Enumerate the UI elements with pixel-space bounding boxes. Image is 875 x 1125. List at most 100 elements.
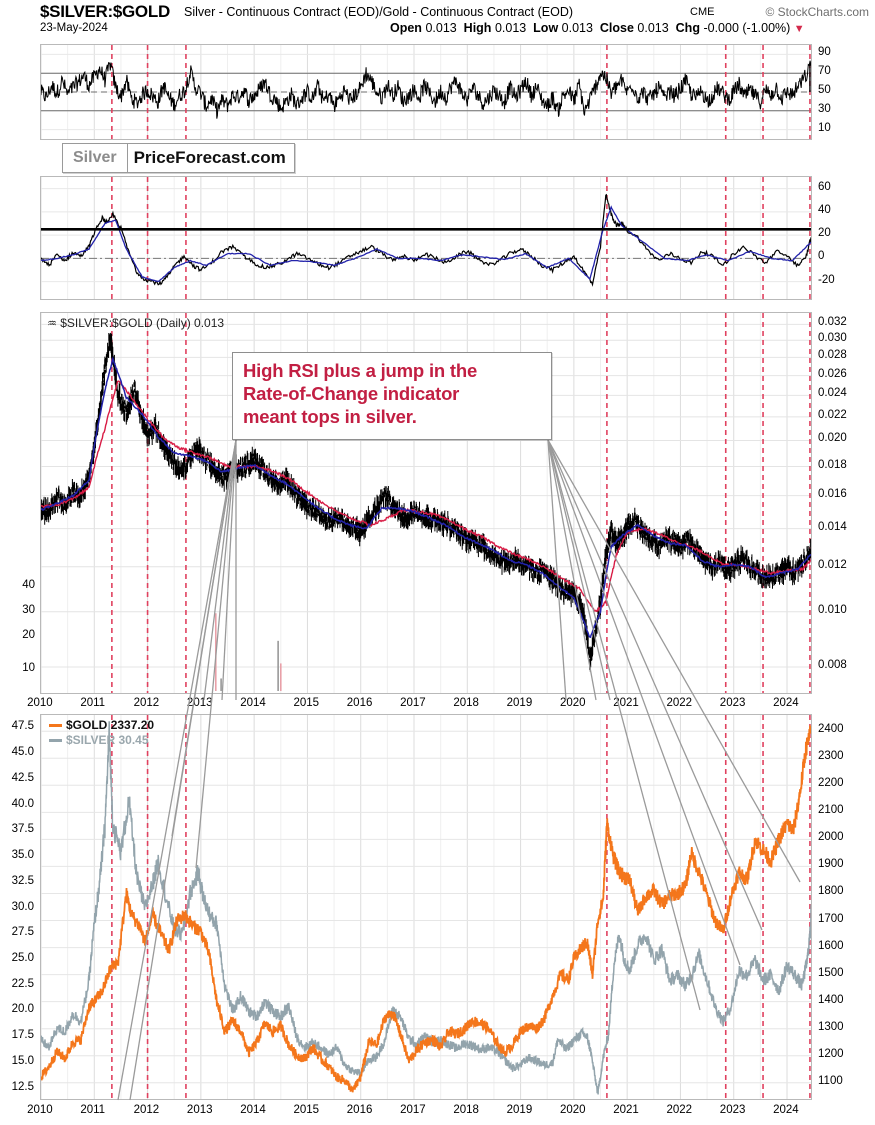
x-axis-year-label: 2011 (80, 697, 106, 709)
rsi-panel (40, 44, 812, 140)
silver-tick-label: 32.5 (11, 874, 34, 887)
axis-tick-label: 30 (818, 102, 831, 115)
close-label: Close (599, 21, 634, 35)
axis-tick-label: -20 (818, 273, 835, 286)
exchange-label: CME (690, 6, 715, 18)
axis-tick-label: 70 (818, 65, 831, 78)
legend-item-silver: $SILVER 30.45 (49, 734, 154, 747)
annotation-line-1: High RSI plus a jump in the (243, 360, 478, 381)
x-axis-year-label: 2010 (27, 697, 53, 709)
symbol-description: Silver - Continuous Contract (EOD)/Gold … (184, 5, 574, 19)
silver-tick-label: 22.5 (11, 977, 34, 990)
silver-tick-label: 47.5 (11, 720, 34, 733)
axis-tick-label: 1400 (818, 993, 844, 1006)
silver-tick-label: 35.0 (11, 849, 34, 862)
high-value: 0.013 (494, 21, 527, 35)
x-axis-year-label: 2012 (133, 1104, 160, 1116)
axis-tick-label: 0.016 (818, 487, 847, 500)
axis-tick-label: 0.028 (818, 349, 847, 362)
silver-line-swatch (49, 739, 62, 743)
low-value: 0.013 (561, 21, 593, 35)
x-axis-year-label: 2020 (559, 697, 586, 709)
axis-tick-label: 0 (818, 250, 825, 263)
open-value: 0.013 (425, 21, 457, 35)
axis-tick-label: 1600 (818, 939, 844, 952)
axis-tick-label: 2400 (818, 723, 844, 736)
axis-tick-label: 0.014 (818, 520, 847, 533)
silver-tick-label: 45.0 (11, 746, 34, 759)
silver-tick-label: 15.0 (11, 1054, 34, 1067)
gold-silver-price-panel: $GOLD 2337.20 $SILVER 30.45 (40, 714, 812, 1100)
volume-tick-label: 30 (22, 604, 35, 616)
chg-value: -0.000 (-1.00%) (703, 21, 791, 35)
annotation-line-3: meant tops in silver. (243, 406, 417, 427)
legend-item-gold: $GOLD 2337.20 (49, 719, 154, 732)
annotation-callout-box: High RSI plus a jump in the Rate-of-Chan… (232, 352, 552, 440)
x-axis-year-label: 2023 (719, 697, 746, 709)
axis-tick-label: 0.026 (818, 367, 847, 380)
down-triangle-icon: ▼ (793, 23, 805, 35)
axis-tick-label: 1200 (818, 1047, 844, 1060)
price-panel-legend: $GOLD 2337.20 $SILVER 30.45 (49, 719, 154, 749)
x-axis-year-label: 2019 (506, 697, 533, 709)
axis-tick-label: 1300 (818, 1020, 844, 1033)
silver-legend-label: $SILVER (66, 733, 116, 747)
x-axis-year-label: 2016 (346, 1104, 373, 1116)
axis-tick-label: 20 (818, 227, 831, 240)
gold-legend-label: $GOLD (66, 718, 108, 732)
x-axis-year-label: 2011 (80, 1104, 106, 1116)
x-axis-year-label: 2016 (346, 697, 373, 709)
axis-tick-label: 0.020 (818, 432, 847, 445)
open-label: Open (390, 21, 422, 35)
axis-tick-label: 2200 (818, 777, 844, 790)
chg-label: Chg (675, 21, 700, 35)
axis-tick-label: 0.010 (818, 603, 847, 616)
axis-tick-label: 1800 (818, 885, 844, 898)
gold-line-swatch (49, 724, 62, 728)
silver-tick-label: 20.0 (11, 1003, 34, 1016)
silver-tick-label: 40.0 (11, 797, 34, 810)
quote-date: 23-May-2024 (40, 22, 108, 34)
silver-tick-label: 30.0 (11, 900, 34, 913)
silver-tick-label: 42.5 (11, 771, 34, 784)
silver-tick-label: 17.5 (11, 1029, 34, 1042)
axis-tick-label: 50 (818, 84, 831, 96)
axis-tick-label: 0.032 (818, 316, 847, 329)
axis-tick-label: 1100 (818, 1074, 843, 1087)
x-axis-year-label: 2018 (453, 1104, 479, 1116)
x-axis-year-label: 2018 (453, 697, 479, 709)
x-axis-year-label: 2015 (293, 1104, 320, 1116)
x-axis-year-label: 2014 (240, 1104, 266, 1116)
axis-tick-label: 1700 (818, 912, 844, 925)
volume-tick-label: 40 (22, 579, 35, 591)
x-axis-year-label: 2014 (240, 697, 266, 709)
watermark-branding: Silver PriceForecast.com (62, 143, 295, 173)
x-axis-year-label: 2024 (773, 697, 799, 709)
x-axis-year-label: 2013 (186, 1104, 213, 1116)
watermark-right: PriceForecast.com (126, 144, 294, 172)
silver-tick-label: 25.0 (11, 952, 34, 965)
volume-tick-label: 20 (22, 629, 35, 641)
axis-tick-label: 90 (818, 46, 831, 59)
close-value: 0.013 (637, 21, 669, 35)
high-label: High (463, 21, 492, 35)
axis-tick-label: 0.022 (818, 408, 847, 421)
ratio-panel-title-text: $SILVER:$GOLD (Daily) 0.013 (60, 316, 225, 330)
axis-tick-label: 2300 (818, 750, 844, 763)
x-axis-year-label: 2019 (506, 1104, 533, 1116)
watermark-left: Silver (73, 149, 117, 166)
x-axis-year-label: 2013 (186, 697, 213, 709)
axis-tick-label: 0.030 (818, 332, 847, 345)
x-axis-year-label: 2017 (400, 1104, 426, 1116)
x-axis-year-label: 2021 (613, 697, 639, 709)
axis-tick-label: 1500 (818, 966, 844, 979)
x-axis-year-label: 2020 (559, 1104, 586, 1116)
symbol-title: $SILVER:$GOLD (40, 2, 170, 21)
silver-tick-label: 27.5 (11, 926, 34, 939)
x-axis-year-label: 2012 (133, 697, 160, 709)
axis-tick-label: 60 (818, 180, 831, 193)
volume-tick-label: 10 (22, 662, 35, 674)
axis-tick-label: 10 (818, 121, 831, 134)
axis-tick-label: 0.018 (818, 458, 847, 471)
x-axis-year-label: 2010 (27, 1104, 53, 1116)
